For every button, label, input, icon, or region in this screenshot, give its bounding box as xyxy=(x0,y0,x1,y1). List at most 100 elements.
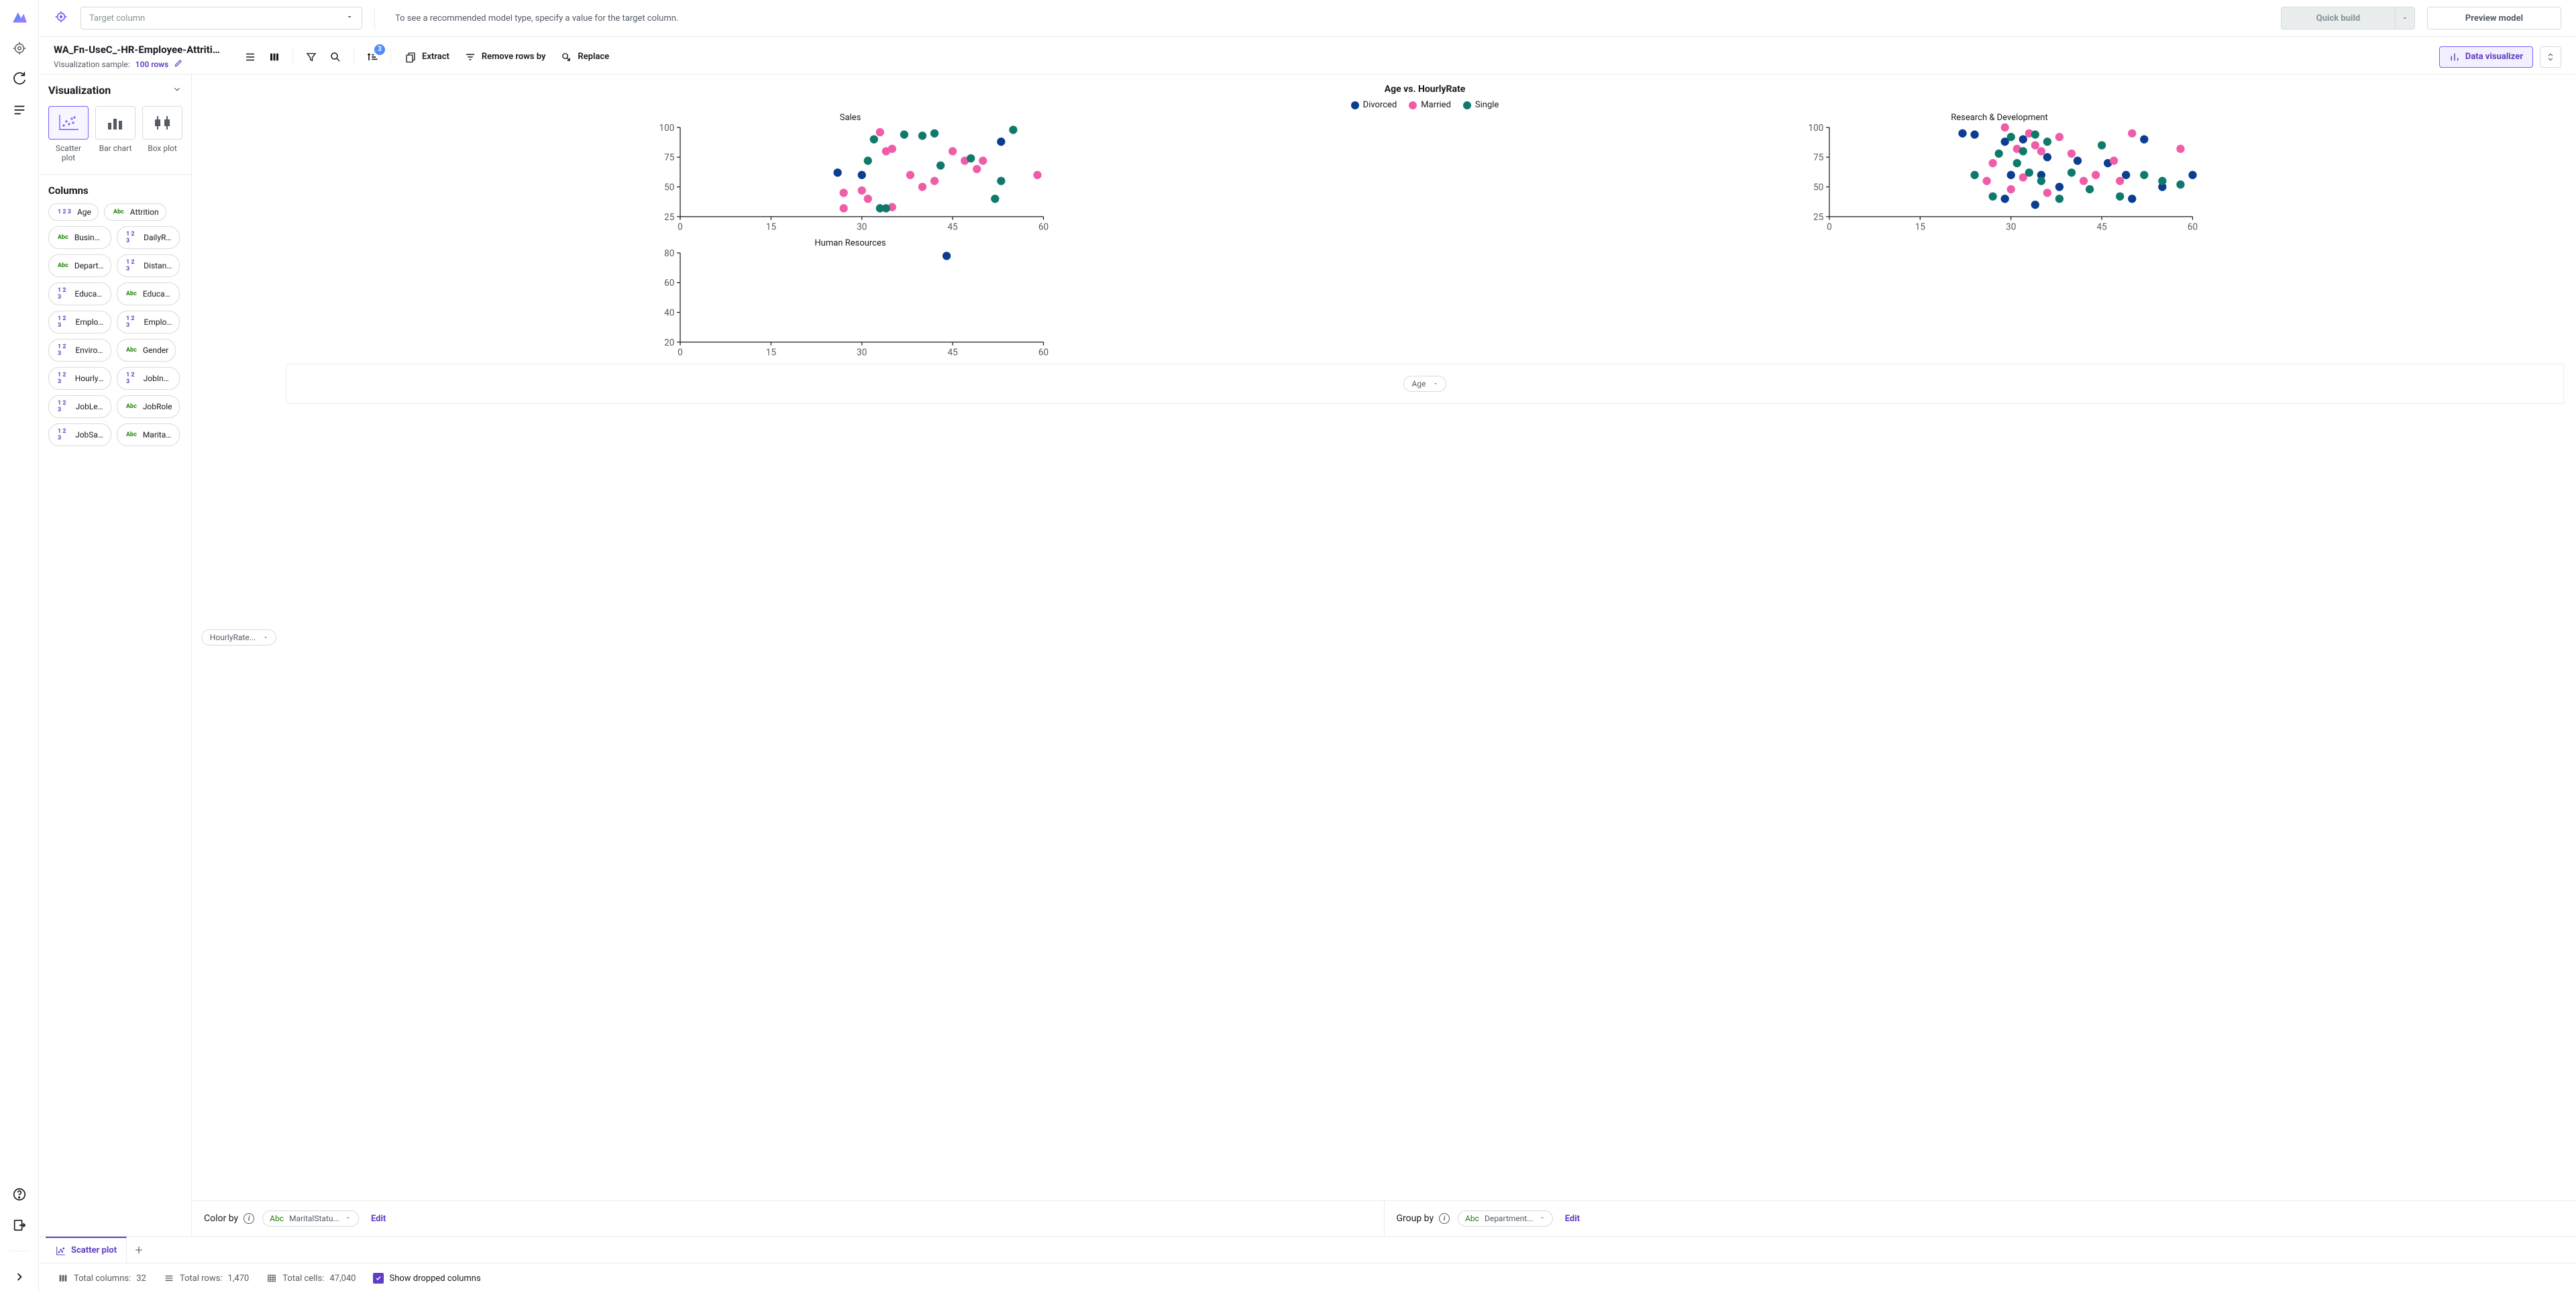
viz-type-bar[interactable]: Bar chart xyxy=(95,106,136,162)
quick-build-caret[interactable] xyxy=(2395,7,2415,30)
plots: Age vs. HourlyRate Divorced Married Single… xyxy=(286,74,2576,1200)
color-by-edit[interactable]: Edit xyxy=(371,1214,386,1224)
refresh-nav-icon[interactable] xyxy=(11,71,28,87)
subplot-grid: Sales255075100015304560Research & Develo… xyxy=(286,113,2564,357)
sort-icon[interactable]: 3 xyxy=(362,47,382,67)
extract-label: Extract xyxy=(422,52,449,62)
column-chip[interactable]: 1 2 3Employ... xyxy=(48,311,111,333)
search-icon[interactable] xyxy=(325,47,345,67)
legend-item[interactable]: Divorced xyxy=(1351,100,1397,110)
target-column-select[interactable]: Target column xyxy=(80,7,362,30)
column-chip[interactable]: 1 2 3JobLevel xyxy=(48,395,111,418)
help-nav-icon[interactable] xyxy=(11,1186,28,1202)
tab-scatter[interactable]: Scatter plot xyxy=(46,1237,127,1263)
column-chip[interactable]: 1 2 3JobInvo... xyxy=(117,367,180,390)
visualization-heading-label: Visualization xyxy=(48,84,111,97)
subplot-title: Human Resources xyxy=(286,238,1415,248)
viz-type-scatter-label: Scatter plot xyxy=(48,144,89,162)
column-chip[interactable]: AbcGender xyxy=(117,339,176,362)
expand-icon[interactable] xyxy=(2540,46,2561,68)
quick-build-button[interactable]: Quick build xyxy=(2281,7,2395,30)
list-view-icon[interactable] xyxy=(240,47,260,67)
x-axis-pill[interactable]: Age xyxy=(1403,376,1447,392)
chevron-down-icon[interactable] xyxy=(172,84,182,97)
visualization-panel: Visualization Scatter plot Bar chart Box… xyxy=(39,74,192,1236)
svg-text:100: 100 xyxy=(1809,123,1824,134)
column-chip[interactable]: AbcAttrition xyxy=(104,203,166,221)
legend-item[interactable]: Single xyxy=(1463,100,1499,110)
viz-type-scatter[interactable]: Scatter plot xyxy=(48,106,89,162)
column-chip[interactable]: AbcJobRole xyxy=(117,395,180,418)
column-chip[interactable]: 1 2 3Age xyxy=(48,203,99,221)
dataset-head: WA_Fn-UseC_-HR-Employee-Attrition... Vis… xyxy=(54,44,228,70)
svg-text:80: 80 xyxy=(664,248,674,259)
y-axis-pill[interactable]: HourlyRate... xyxy=(201,629,276,645)
crosshair-icon xyxy=(54,9,68,27)
color-by-select[interactable]: Abc MaritalStatu... xyxy=(262,1210,359,1227)
remove-rows-button[interactable]: Remove rows by xyxy=(459,47,551,67)
chart-legend: Divorced Married Single xyxy=(286,100,2564,110)
replace-button[interactable]: Replace xyxy=(555,47,614,67)
svg-text:15: 15 xyxy=(766,222,777,233)
column-chip[interactable]: 1 2 3JobSati... xyxy=(48,423,111,446)
group-by-select[interactable]: Abc Department... xyxy=(1458,1210,1553,1227)
column-chip[interactable]: AbcBusines... xyxy=(48,226,111,249)
column-chip[interactable]: AbcDepart... xyxy=(48,254,111,277)
subplot-title: Sales xyxy=(286,113,1415,123)
column-chip[interactable]: 1 2 3Education xyxy=(48,282,111,305)
sort-badge: 3 xyxy=(374,44,385,55)
column-chip[interactable]: AbcMaritalS... xyxy=(117,423,180,446)
chevron-right-icon[interactable] xyxy=(11,1269,28,1285)
plots-row: HourlyRate... Age vs. HourlyRate Divorce… xyxy=(192,74,2576,1200)
replace-label: Replace xyxy=(578,52,609,62)
add-tab-button[interactable]: + xyxy=(127,1242,151,1258)
data-visualizer-button[interactable]: Data visualizer xyxy=(2439,46,2533,68)
dataset-title: WA_Fn-UseC_-HR-Employee-Attrition... xyxy=(54,44,221,56)
color-by-value: MaritalStatu... xyxy=(289,1214,339,1223)
column-chip[interactable]: 1 2 3DailyRate xyxy=(117,226,180,249)
viz-type-box[interactable]: Box plot xyxy=(142,106,182,162)
subplot-title: Research & Development xyxy=(1435,113,2564,123)
svg-text:50: 50 xyxy=(664,182,674,193)
viz-type-bar-label: Bar chart xyxy=(99,144,132,153)
show-dropped-label: Show dropped columns xyxy=(389,1274,480,1284)
info-icon[interactable]: i xyxy=(244,1213,254,1224)
app-logo-icon[interactable] xyxy=(11,8,28,25)
controls-row: Color by i Abc MaritalStatu... Edit Grou… xyxy=(192,1200,2576,1236)
preview-model-button[interactable]: Preview model xyxy=(2427,7,2561,30)
column-chip[interactable]: 1 2 3Employ... xyxy=(117,311,180,333)
group-by-edit[interactable]: Edit xyxy=(1565,1214,1580,1224)
edit-icon[interactable] xyxy=(174,58,183,70)
filter-icon[interactable] xyxy=(301,47,321,67)
column-chip[interactable]: 1 2 3Environ... xyxy=(48,339,111,362)
column-chip[interactable]: AbcEducati... xyxy=(117,282,180,305)
legend-item[interactable]: Married xyxy=(1409,100,1451,110)
group-by-label: Group by i xyxy=(1397,1213,1450,1224)
svg-text:20: 20 xyxy=(664,338,674,348)
target-nav-icon[interactable] xyxy=(11,40,28,56)
viz-tabs: Scatter plot + xyxy=(39,1236,2576,1263)
column-chip[interactable]: 1 2 3Distanc... xyxy=(117,254,180,277)
chart-title: Age vs. HourlyRate xyxy=(286,84,2564,95)
column-chip[interactable]: 1 2 3HourlyR... xyxy=(48,367,111,390)
svg-text:50: 50 xyxy=(1813,182,1823,193)
svg-text:100: 100 xyxy=(659,123,675,134)
info-icon[interactable]: i xyxy=(1439,1213,1450,1224)
sample-rows-link[interactable]: 100 rows xyxy=(136,60,169,69)
status-columns: Total columns: 32 xyxy=(58,1273,146,1284)
svg-text:60: 60 xyxy=(2188,222,2198,233)
svg-text:30: 30 xyxy=(857,348,867,358)
subplot: Research & Development255075100015304560 xyxy=(1435,113,2564,231)
list-nav-icon[interactable] xyxy=(11,102,28,118)
exit-nav-icon[interactable] xyxy=(11,1217,28,1233)
svg-text:40: 40 xyxy=(664,307,674,318)
extract-button[interactable]: Extract xyxy=(399,47,455,67)
status-cells: Total cells: 47,040 xyxy=(266,1273,356,1284)
tab-scatter-label: Scatter plot xyxy=(71,1245,117,1255)
svg-text:75: 75 xyxy=(1813,152,1824,163)
svg-text:0: 0 xyxy=(678,222,683,233)
svg-text:0: 0 xyxy=(678,348,683,358)
columns-view-icon[interactable] xyxy=(264,47,284,67)
nav-rail xyxy=(0,0,39,1293)
show-dropped-toggle[interactable]: Show dropped columns xyxy=(373,1273,480,1284)
